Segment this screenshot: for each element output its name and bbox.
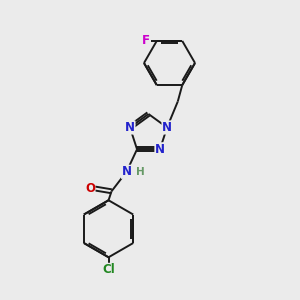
Text: N: N xyxy=(125,121,135,134)
Text: N: N xyxy=(155,143,165,156)
Text: F: F xyxy=(142,34,150,47)
Text: N: N xyxy=(162,121,172,134)
Text: H: H xyxy=(136,167,144,177)
Text: Cl: Cl xyxy=(102,263,115,276)
Text: N: N xyxy=(122,165,131,178)
Text: O: O xyxy=(85,182,95,195)
